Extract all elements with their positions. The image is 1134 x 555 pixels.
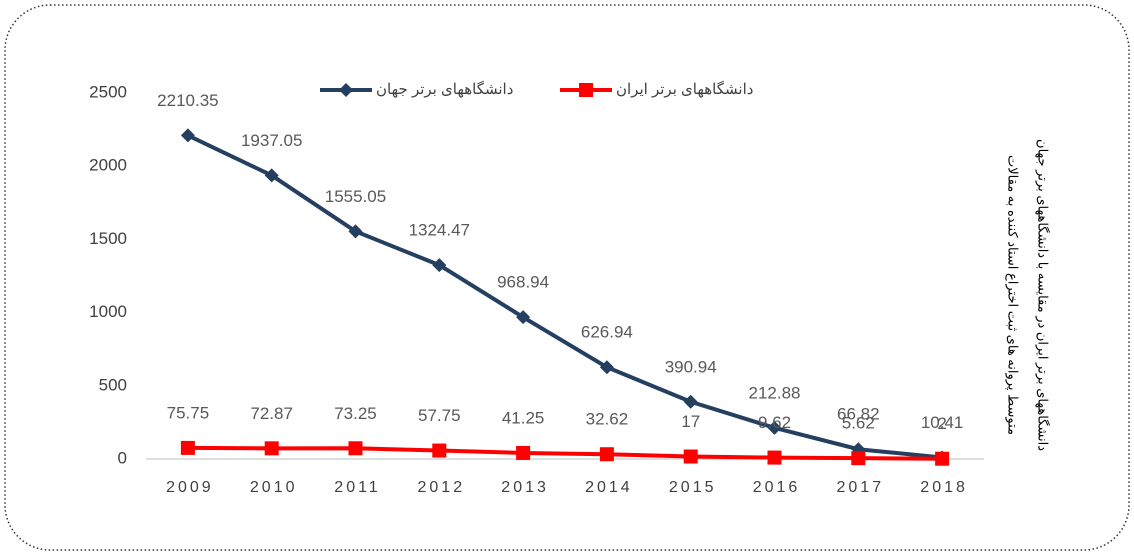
data-label: 5.62: [842, 414, 875, 433]
data-label: 72.87: [250, 404, 293, 423]
x-tick-label: 2009: [166, 479, 214, 496]
point: [516, 445, 531, 460]
point: [180, 440, 195, 455]
point: [348, 224, 363, 239]
legend-label: دانشگاههای برتر ایران: [616, 80, 753, 98]
point: [180, 128, 195, 143]
point: [432, 258, 447, 273]
data-label: 75.75: [167, 403, 210, 422]
data-label: 73.25: [334, 404, 377, 423]
point: [767, 420, 782, 435]
series-line: [187, 445, 943, 461]
y-tick-label: 2500: [89, 82, 127, 101]
point: [599, 360, 614, 375]
point: [432, 443, 447, 458]
point: [599, 447, 614, 462]
point: [264, 168, 279, 183]
data-label: 212.88: [749, 383, 801, 402]
data-label: 1937.05: [241, 131, 302, 150]
data-label: 66.82: [837, 405, 880, 424]
point: [348, 441, 363, 456]
point: [264, 441, 279, 456]
point: [935, 451, 950, 466]
data-label: 17: [681, 412, 700, 431]
y-tick-label: 1000: [89, 302, 127, 321]
data-label: 626.94: [581, 323, 633, 342]
x-tick-label: 2018: [920, 479, 968, 496]
data-label: 968.94: [497, 273, 549, 292]
data-label: 32.62: [586, 410, 629, 429]
legend-label: دانشگاههای برتر جهان: [376, 80, 513, 98]
y-tick-label: 2000: [89, 156, 127, 175]
series-line: [187, 133, 943, 460]
x-tick-label: 2011: [334, 479, 380, 496]
point: [767, 450, 782, 465]
chart-title: متوسط پروانه های ثبت اختراع استاد کننده …: [1005, 155, 1021, 435]
x-tick-label: 2013: [501, 479, 549, 496]
point: [851, 451, 866, 466]
y-tick-label: 1500: [89, 229, 127, 248]
data-label: 2210.35: [157, 91, 218, 110]
y-tick-label: 0: [118, 448, 127, 467]
x-tick-label: 2016: [753, 479, 801, 496]
point: [339, 83, 353, 97]
x-tick-label: 2015: [669, 479, 717, 496]
data-label: 57.75: [418, 406, 461, 425]
x-tick-label: 2010: [250, 479, 298, 496]
data-label: 41.25: [502, 408, 545, 427]
data-label: 1324.47: [409, 221, 470, 240]
point: [516, 310, 531, 325]
x-tick-label: 2017: [837, 479, 885, 496]
x-tick-label: 2012: [418, 479, 466, 496]
data-label: 10.41: [921, 413, 964, 432]
data-label: 2: [937, 414, 946, 433]
data-label: 9.62: [758, 413, 791, 432]
point: [683, 449, 698, 464]
frame: [4, 4, 1130, 551]
data-label: 1555.05: [325, 187, 386, 206]
data-label: 390.94: [665, 357, 717, 376]
point: [579, 83, 593, 97]
point: [683, 394, 698, 409]
chart-title: دانشگاههای برتر ایران در مقایسه با دانشگ…: [1035, 139, 1051, 451]
y-tick-label: 500: [99, 375, 127, 394]
x-tick-label: 2014: [585, 479, 633, 496]
